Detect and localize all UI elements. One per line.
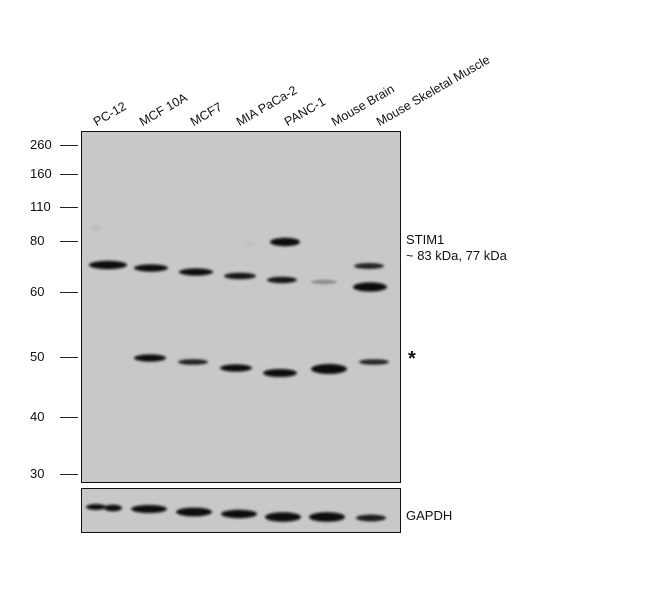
mw-label: 260	[30, 137, 52, 152]
mw-label: 60	[30, 284, 45, 299]
band-ns-mouse-muscle	[359, 359, 389, 365]
mw-marker-40: 40	[30, 410, 78, 424]
band-ns-mouse-brain	[311, 364, 347, 374]
band-stim1-mcf7	[179, 268, 213, 276]
mw-marker-60: 60	[30, 285, 78, 299]
band-stim1-panc1	[267, 276, 297, 284]
mw-tick	[60, 292, 78, 293]
gapdh-blot-bands	[86, 504, 386, 522]
mw-label: 50	[30, 349, 45, 364]
nonspecific-asterisk: *	[408, 348, 416, 370]
band-gapdh-mouse-muscle	[356, 514, 386, 522]
band-gapdh-mcf10a	[131, 505, 167, 513]
band-stim1-mouse-muscle-upper	[354, 263, 384, 269]
band-gapdh-pc12-a	[86, 504, 106, 510]
mw-marker-80: 80	[30, 234, 78, 248]
mw-label: 160	[30, 166, 52, 181]
mw-tick	[60, 207, 78, 208]
band-stim1-mouse-muscle-lower	[353, 282, 387, 292]
mw-tick	[60, 357, 78, 358]
lane-label-pc12: PC-12	[91, 99, 129, 129]
lane-label-mcf7: MCF7	[188, 99, 225, 129]
band-gapdh-miapaca2	[221, 509, 257, 519]
band-gapdh-panc1	[265, 512, 301, 522]
gapdh-blot-panel	[81, 488, 401, 533]
band-ns-mcf7	[178, 359, 208, 365]
mw-label: 40	[30, 409, 45, 424]
band-ns-mcf10a	[134, 354, 166, 362]
band-stim1-mouse-brain	[311, 279, 337, 285]
mw-marker-30: 30	[30, 467, 78, 481]
main-blot-panel	[81, 131, 401, 483]
mw-label: 30	[30, 466, 45, 481]
band-gapdh-mcf7	[176, 507, 212, 517]
band-stim1-pc12	[89, 260, 127, 270]
mw-tick	[60, 474, 78, 475]
band-ns-miapaca2	[220, 364, 252, 372]
lane-label-mcf10a: MCF 10A	[137, 90, 190, 129]
mw-tick	[60, 145, 78, 146]
mw-tick	[60, 241, 78, 242]
band-stim1-panc1-80	[270, 237, 300, 247]
main-blot-bands	[89, 226, 389, 377]
band-ns-panc1	[263, 369, 297, 377]
band-gapdh-mouse-brain	[309, 512, 345, 522]
mw-marker-160: 160	[30, 167, 78, 181]
smudge	[245, 242, 255, 246]
mw-label: 80	[30, 233, 45, 248]
mw-marker-260: 260	[30, 138, 78, 152]
band-stim1-miapaca2	[224, 272, 256, 280]
band-gapdh-pc12-b	[104, 504, 122, 512]
mw-marker-50: 50	[30, 350, 78, 364]
mw-label: 110	[30, 199, 51, 214]
target-size-label: ~ 83 kDa, 77 kDa	[406, 248, 507, 263]
target-name-label: STIM1	[406, 232, 445, 247]
mw-marker-110: 110	[30, 200, 78, 214]
mw-tick	[60, 174, 78, 175]
mw-tick	[60, 417, 78, 418]
smudge	[90, 226, 102, 230]
band-stim1-mcf10a	[134, 264, 168, 272]
loading-control-label: GAPDH	[406, 508, 453, 523]
